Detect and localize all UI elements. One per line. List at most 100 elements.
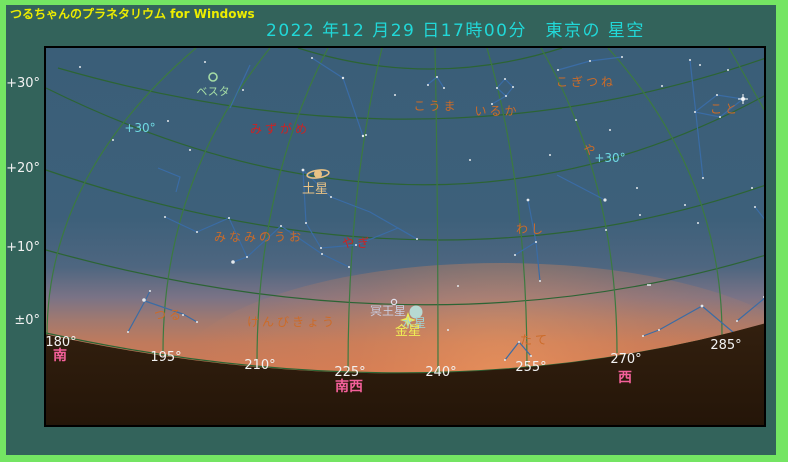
constellation-label: こうま xyxy=(413,99,458,113)
star xyxy=(504,78,506,80)
star xyxy=(697,222,699,224)
altitude-axis-label: +10° xyxy=(6,240,40,255)
azimuth-tick-label: 225° xyxy=(334,365,365,380)
constellation-line xyxy=(642,305,735,337)
star xyxy=(320,247,322,249)
star xyxy=(182,314,184,316)
star xyxy=(231,260,235,264)
star xyxy=(649,284,651,286)
star xyxy=(689,59,691,61)
azimuth-tick-label: 240° xyxy=(425,365,456,380)
star xyxy=(189,149,191,151)
star xyxy=(355,244,357,246)
star xyxy=(539,280,541,282)
direction-label: 南 xyxy=(53,347,67,364)
azimuth-line xyxy=(347,47,383,373)
star xyxy=(246,256,248,258)
star xyxy=(142,298,146,302)
star xyxy=(727,69,729,71)
star xyxy=(661,85,663,87)
star xyxy=(242,89,244,91)
constellation-label: たて xyxy=(520,333,550,347)
direction-label: 南西 xyxy=(335,378,363,395)
star xyxy=(716,94,718,96)
star xyxy=(658,329,660,331)
star xyxy=(530,355,532,357)
star xyxy=(621,56,623,58)
star xyxy=(603,198,607,202)
azimuth-line xyxy=(486,47,528,368)
constellation-line xyxy=(229,64,251,109)
direction-label: 西 xyxy=(618,370,632,386)
altitude-arc xyxy=(57,57,766,120)
star xyxy=(512,86,514,88)
star xyxy=(79,66,81,68)
azimuth-tick-label: 180° xyxy=(45,335,76,350)
constellation-label: つる xyxy=(154,308,184,322)
star xyxy=(301,168,305,172)
azimuth-line xyxy=(256,47,329,364)
solar-system-objects xyxy=(208,72,423,328)
star xyxy=(311,57,313,59)
constellation-label: けんびきょう xyxy=(247,315,337,329)
azimuth-tick-label: 270° xyxy=(610,352,641,367)
constellation-line xyxy=(689,59,704,179)
star xyxy=(127,331,129,333)
azimuth-tick-label: 195° xyxy=(150,350,181,365)
star xyxy=(504,359,506,361)
star xyxy=(457,285,459,287)
constellation-label: や xyxy=(583,143,598,157)
star xyxy=(447,329,449,331)
chart-border xyxy=(44,46,766,427)
azimuth-line xyxy=(607,47,723,336)
constellation-line xyxy=(302,169,418,240)
star xyxy=(535,241,537,243)
altitude-axis-label: ±0° xyxy=(14,313,40,328)
star xyxy=(557,69,559,71)
constellation-label: みなみのうお xyxy=(214,230,304,244)
ground xyxy=(44,323,766,427)
star xyxy=(149,290,151,292)
azimuth-line xyxy=(540,47,618,354)
ground-silhouette xyxy=(44,323,766,427)
constellation-label: いるか xyxy=(474,104,519,118)
star xyxy=(427,84,429,86)
star xyxy=(228,217,230,219)
star xyxy=(514,254,516,256)
constellation-line xyxy=(157,167,181,193)
star xyxy=(526,198,530,202)
star xyxy=(700,304,704,308)
azimuth-line xyxy=(728,47,766,114)
star xyxy=(167,120,169,122)
star xyxy=(204,61,206,63)
chart-title: 2022 年12 月29 日17時00分 東京の 星空 xyxy=(266,21,645,41)
venus-label: 金星 xyxy=(395,323,421,339)
altitude-arc xyxy=(45,169,766,241)
pluto-label: 冥王星 xyxy=(370,304,406,318)
altitude-axis-label: +30° xyxy=(6,76,40,91)
constellation-label: こと xyxy=(710,102,740,116)
star xyxy=(609,129,611,131)
star xyxy=(321,253,323,255)
azimuth-tick-label: 210° xyxy=(244,358,275,373)
star xyxy=(341,76,345,80)
constellation-line xyxy=(556,174,604,200)
star xyxy=(694,111,696,113)
vega-sparkle-icon xyxy=(738,94,748,104)
venus-icon xyxy=(400,312,416,328)
altitude-axis-label: +20° xyxy=(6,161,40,176)
star xyxy=(702,177,704,179)
azimuth-line xyxy=(46,47,197,337)
constellation-label: わし xyxy=(516,222,546,236)
altitude-inline-label: +30° xyxy=(124,121,155,135)
star xyxy=(647,284,649,286)
altitude-inline-label: +30° xyxy=(594,151,625,165)
altitude-arc xyxy=(297,47,563,70)
constellation-label: こぎつね xyxy=(556,75,616,89)
star xyxy=(549,154,551,156)
star xyxy=(305,222,307,224)
star xyxy=(589,60,591,62)
star xyxy=(684,204,686,206)
